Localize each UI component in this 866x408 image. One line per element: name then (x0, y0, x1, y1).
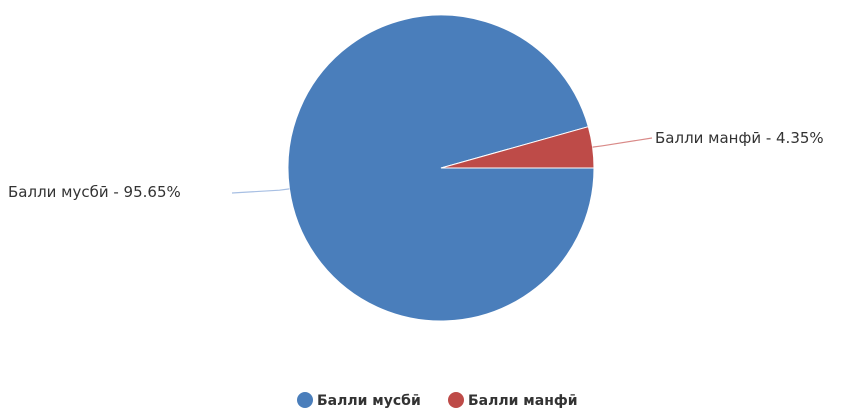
data-label-positive: Балли мусбӣ - 95.65% (8, 183, 181, 201)
legend: Балли мусбӣ Балли манфӣ (297, 392, 578, 408)
connector-positive (231, 188, 290, 194)
pie-slices (287, 14, 595, 322)
data-label-negative: Балли манфӣ - 4.35% (655, 129, 824, 147)
data-labels: Балли мусбӣ - 95.65% Балли манфӣ - 4.35% (8, 129, 824, 201)
legend-label-negative[interactable]: Балли манфӣ (468, 393, 578, 408)
legend-marker-positive (297, 392, 313, 408)
legend-label-positive[interactable]: Балли мусбӣ (317, 393, 421, 408)
connector-negative (592, 137, 653, 148)
pie-slice-negative[interactable] (440, 126, 595, 169)
legend-marker-negative (448, 392, 464, 408)
label-connectors (231, 137, 653, 194)
